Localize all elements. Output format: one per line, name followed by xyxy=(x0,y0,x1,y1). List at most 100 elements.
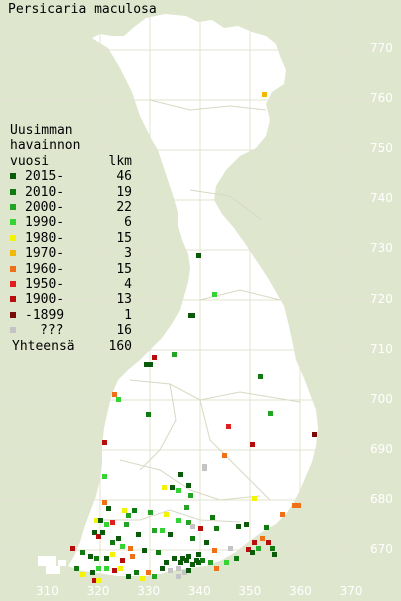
x-tick-label: 330 xyxy=(137,584,161,598)
observation-square xyxy=(116,397,121,402)
legend-item-label: 2010- xyxy=(25,184,65,200)
observation-square xyxy=(182,570,187,575)
x-tick-label: 340 xyxy=(187,584,211,598)
observation-square xyxy=(92,578,97,583)
observation-square xyxy=(120,544,125,549)
observation-square xyxy=(266,540,271,545)
observation-square xyxy=(74,566,79,571)
map-grid xyxy=(0,0,380,590)
observation-square xyxy=(200,558,205,563)
observation-square xyxy=(190,313,195,318)
legend-header-line-1: Uusimman xyxy=(10,123,73,138)
legend-item: 1900- 13 xyxy=(10,292,132,308)
observation-square xyxy=(88,554,93,559)
observation-square xyxy=(160,566,165,571)
observation-square xyxy=(268,411,273,416)
observation-square xyxy=(104,522,109,527)
observation-square xyxy=(148,362,153,367)
observation-square xyxy=(98,518,103,523)
x-tick-label: 350 xyxy=(238,584,262,598)
y-tick-label: 740 xyxy=(370,191,393,206)
legend-item-label: 1980- xyxy=(25,230,65,246)
legend-item: 1950- 4 xyxy=(10,277,132,292)
observation-square xyxy=(142,548,147,553)
observation-square xyxy=(198,526,203,531)
observation-square xyxy=(236,524,241,529)
observation-square xyxy=(270,546,275,551)
observation-square xyxy=(176,566,181,571)
legend-item: -1899 1 xyxy=(10,307,132,323)
y-tick-label: 750 xyxy=(370,141,393,156)
observation-square xyxy=(246,547,251,552)
legend-swatch xyxy=(10,311,16,318)
legend-swatch xyxy=(10,219,16,226)
observation-square xyxy=(224,560,229,565)
y-tick-label: 680 xyxy=(370,491,393,506)
observation-square xyxy=(164,560,169,565)
legend-item-count: 4 xyxy=(124,276,132,292)
legend-swatch xyxy=(10,296,16,303)
observation-square xyxy=(106,506,111,511)
observation-square xyxy=(186,554,191,559)
legend-item-label: 1970- xyxy=(25,246,65,262)
observation-square xyxy=(120,558,125,563)
legend-item-label: 1960- xyxy=(25,261,65,277)
observation-square xyxy=(190,562,195,567)
observation-square xyxy=(250,442,255,447)
observation-square xyxy=(130,554,135,559)
observation-square xyxy=(126,513,131,518)
legend-swatch xyxy=(10,250,16,257)
observation-square xyxy=(104,556,109,561)
observation-square xyxy=(256,546,261,551)
legend-item-label: 1900- xyxy=(25,292,65,308)
observation-square xyxy=(102,474,107,479)
observation-square xyxy=(162,485,167,490)
legend-item-count: 46 xyxy=(116,169,132,185)
observation-square xyxy=(80,572,85,577)
legend: Uusimman havainnon vuosi lkm 2015- 46 2010… xyxy=(10,123,132,354)
observation-square xyxy=(176,488,181,493)
observation-square xyxy=(280,512,285,517)
observation-square xyxy=(226,424,231,429)
legend-item: 2000- 22 xyxy=(10,199,132,215)
legend-swatch xyxy=(10,173,16,180)
observation-square xyxy=(172,352,177,357)
observation-square xyxy=(102,500,107,505)
observation-square xyxy=(104,566,109,571)
observation-square xyxy=(296,503,301,508)
legend-item-count: 19 xyxy=(116,184,132,200)
legend-swatch xyxy=(10,265,16,272)
legend-swatch xyxy=(10,280,16,287)
legend-item-label: 1990- xyxy=(25,215,65,231)
observation-square xyxy=(110,552,115,557)
map-title: Persicaria maculosa xyxy=(8,2,157,17)
observation-square xyxy=(196,253,201,258)
legend-item-label: -1899 xyxy=(25,307,65,323)
observation-square xyxy=(94,518,99,523)
observation-square xyxy=(110,540,115,545)
legend-item: 1970- 3 xyxy=(10,246,132,262)
x-tick-label: 360 xyxy=(289,584,312,598)
observation-square xyxy=(178,560,183,565)
legend-item-count: 22 xyxy=(116,199,132,215)
observation-square xyxy=(208,560,213,565)
observation-square xyxy=(96,566,101,571)
legend-item-count: 6 xyxy=(124,215,132,231)
observation-square xyxy=(186,483,191,488)
observation-square xyxy=(146,412,151,417)
legend-item-count: 1 xyxy=(124,307,132,323)
observation-square xyxy=(112,568,117,573)
observation-square xyxy=(172,556,177,561)
observation-square xyxy=(186,520,191,525)
observation-square xyxy=(234,556,239,561)
legend-item-label: 2000- xyxy=(25,199,65,215)
observation-square xyxy=(188,493,193,498)
x-tick-label: 320 xyxy=(86,584,110,598)
observation-square xyxy=(126,574,131,579)
observation-square xyxy=(186,568,191,573)
observation-square xyxy=(132,508,137,513)
legend-item: 2010- 19 xyxy=(10,184,132,200)
observation-square xyxy=(196,552,201,557)
observation-square xyxy=(252,496,257,501)
